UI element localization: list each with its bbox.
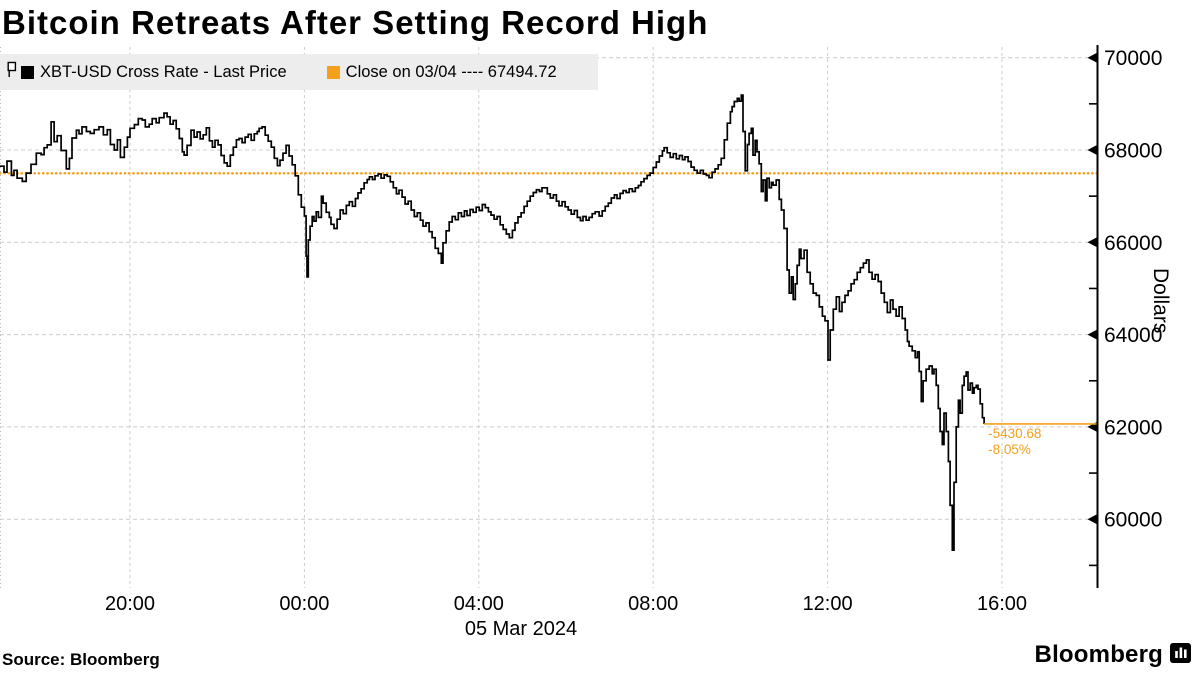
bloomberg-logo: Bloomberg [1035,641,1192,669]
x-tick-label: 04:00 [454,593,504,615]
x-tick-label: 08:00 [628,593,678,615]
y-tick-label: 62000 [1104,416,1162,439]
y-major-tick-arrow [1087,237,1097,248]
last-price-annotation: -5430.68 -8.05% [988,426,1041,458]
y-major-tick-arrow [1087,329,1097,340]
x-tick-label: 12:00 [803,593,853,615]
legend: XBT-USD Cross Rate - Last Price Close on… [0,54,598,90]
price-line-series [0,94,985,552]
source-credit: Source: Bloomberg [2,650,160,669]
tracker-pin-icon [6,61,18,83]
y-tick-label: 68000 [1104,140,1162,163]
x-axis-date-label: 05 Mar 2024 [465,618,577,640]
x-tick-label: 00:00 [279,593,329,615]
y-tick-label: 60000 [1104,509,1162,532]
change-percent-label: -8.05% [988,441,1031,457]
y-major-tick-arrow [1087,52,1097,63]
bloomberg-terminal-icon [1170,642,1192,669]
chart-title: Bitcoin Retreats After Setting Record Hi… [2,4,709,41]
y-axis-title: Dollars [1149,268,1172,334]
legend-entry-close: Close on 03/04 ---- 67494.72 [326,62,557,82]
bloomberg-logo-text: Bloomberg [1034,641,1163,668]
y-major-tick-arrow [1087,514,1097,525]
change-value-label: -5430.68 [988,425,1042,441]
series-legend-label: XBT-USD Cross Rate - Last Price [40,62,287,81]
close-legend-label: Close on 03/04 ---- 67494.72 [345,62,557,81]
legend-entry-series: XBT-USD Cross Rate - Last Price [6,61,287,83]
y-major-tick-arrow [1087,145,1097,155]
x-tick-label: 20:00 [105,593,155,615]
close-swatch [326,65,340,79]
x-tick-label: 16:00 [977,593,1027,615]
y-tick-label: 64000 [1104,324,1162,347]
y-tick-label: 66000 [1104,232,1162,255]
series-swatch [21,65,34,79]
y-tick-label: 70000 [1104,47,1162,70]
